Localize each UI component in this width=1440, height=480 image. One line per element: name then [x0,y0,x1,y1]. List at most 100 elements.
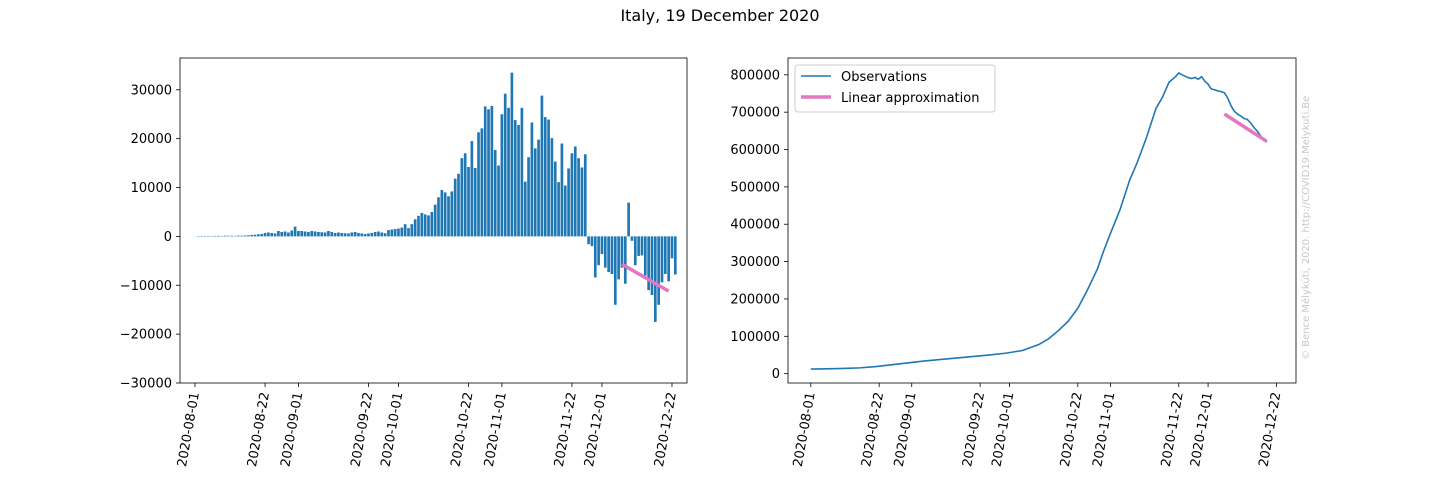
right-y-tick-label: 500000 [730,180,780,195]
left-y-tick-label: 0 [164,230,172,245]
bar [673,236,677,275]
bar [323,232,327,237]
right-y-tick-label: 300000 [730,255,780,270]
right-y-tick-label: 800000 [730,68,780,83]
bar [470,141,474,237]
bar [303,231,307,237]
bar [603,236,607,268]
line-series-group [810,72,1268,370]
bar [600,236,604,254]
bar [653,236,657,322]
bar [353,231,357,237]
bar [413,219,417,237]
bar [510,72,514,237]
bar [250,234,254,237]
bar [420,212,424,237]
bar [317,231,320,237]
bar [517,124,520,237]
bar [293,226,297,237]
right-y-tick-label: 600000 [730,143,780,158]
bar [467,166,470,237]
bar [373,231,377,237]
bar [377,231,380,237]
bar [533,148,537,237]
bar [383,233,387,237]
bar [667,236,670,282]
bar [513,120,517,237]
bar [607,236,610,273]
right-x-tick-label: 2020-12-22 [1257,391,1285,468]
bar [343,233,347,237]
bar [640,236,644,256]
bar [543,117,547,237]
bar [507,107,510,237]
bar [363,233,367,237]
bar [643,236,647,276]
bar [397,228,400,237]
bar [493,149,497,237]
bar [223,235,227,237]
legend-box [794,64,996,113]
left-y-tick-label: −30000 [120,377,172,392]
bar [567,168,570,237]
bar [273,233,277,237]
right-x-tick-label: 2020-11-01 [1090,391,1118,468]
bar [480,128,484,237]
bar [307,231,310,237]
bar [310,231,314,237]
bar [437,197,440,237]
bar [433,204,437,237]
right-y-tick-label: 400000 [730,218,780,233]
bar [230,235,234,237]
bar [663,236,667,275]
right-y-tick-label: 700000 [730,106,780,121]
bar [590,236,594,247]
bar [597,236,600,266]
bar [313,231,317,237]
bar [527,157,530,237]
bar [443,192,447,237]
bar [647,236,650,291]
bar [277,231,280,237]
bar [487,109,490,237]
bar [547,119,550,237]
bar [390,229,394,237]
bar [447,196,450,237]
bar [290,230,294,237]
bar [627,202,630,237]
bar [263,232,267,237]
bar [297,231,300,237]
bar [550,138,554,237]
bar [357,232,360,237]
bar [287,232,290,237]
trend-line [621,262,670,293]
bar [657,236,660,305]
bar [583,154,587,237]
bar [450,191,454,237]
bar [350,232,354,237]
bar [473,167,477,237]
bar [367,233,370,237]
bar [253,234,257,237]
right-x-tick-label: 2020-10-22 [1058,391,1086,468]
bar [613,236,617,305]
bar-series [197,72,677,322]
bar [403,224,407,237]
bar [460,158,464,237]
bar [337,232,340,237]
bar [300,231,304,237]
bar [267,232,270,237]
bar [370,232,374,237]
bar [497,165,500,237]
bar [560,143,564,237]
left-y-tick-label: −20000 [120,328,172,343]
bar [410,224,414,237]
bar [427,215,430,237]
bar [240,235,244,237]
bar [360,233,364,237]
bar [280,231,284,237]
bar [620,236,624,268]
